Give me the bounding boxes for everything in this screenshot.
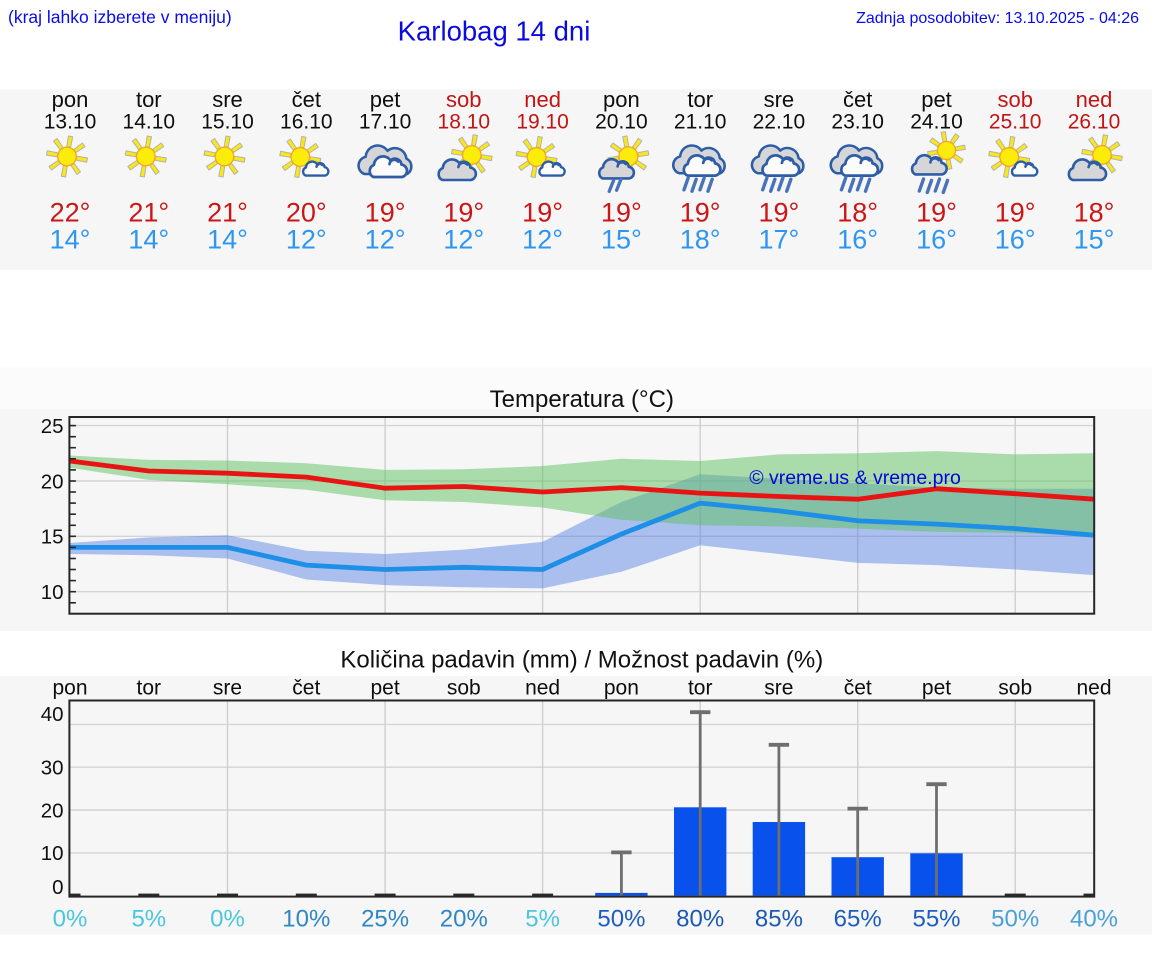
svg-text:10: 10 xyxy=(41,581,64,604)
svg-text:0%: 0% xyxy=(210,906,245,933)
svg-text:15°: 15° xyxy=(601,224,642,254)
svg-text:pon: pon xyxy=(52,677,87,700)
svg-text:16°: 16° xyxy=(837,224,878,254)
svg-text:13.10: 13.10 xyxy=(44,110,97,133)
svg-text:Zadnja posodobitev: 13.10.2025: Zadnja posodobitev: 13.10.2025 - 04:26 xyxy=(856,10,1139,27)
svg-text:sre: sre xyxy=(764,87,795,112)
svg-text:17.10: 17.10 xyxy=(359,110,412,133)
svg-text:tor: tor xyxy=(687,87,713,112)
svg-text:19°: 19° xyxy=(522,197,563,227)
svg-text:40: 40 xyxy=(41,703,64,726)
svg-text:pet: pet xyxy=(921,87,952,112)
svg-text:19°: 19° xyxy=(995,197,1036,227)
svg-text:25.10: 25.10 xyxy=(989,110,1042,133)
svg-text:20: 20 xyxy=(41,470,64,493)
svg-text:ned: ned xyxy=(525,677,560,700)
svg-text:19.10: 19.10 xyxy=(516,110,569,133)
svg-text:Karlobag 14 dni: Karlobag 14 dni xyxy=(398,16,591,47)
svg-text:sob: sob xyxy=(446,87,481,112)
svg-text:0%: 0% xyxy=(53,906,88,933)
svg-text:18°: 18° xyxy=(1074,197,1115,227)
svg-text:20%: 20% xyxy=(440,906,488,933)
svg-text:tor: tor xyxy=(688,677,713,700)
svg-text:19°: 19° xyxy=(758,197,799,227)
svg-text:čet: čet xyxy=(844,677,872,700)
svg-text:12°: 12° xyxy=(522,224,563,254)
svg-text:21°: 21° xyxy=(207,197,248,227)
svg-text:19°: 19° xyxy=(601,197,642,227)
svg-text:65%: 65% xyxy=(834,906,882,933)
svg-text:20°: 20° xyxy=(286,197,327,227)
svg-text:5%: 5% xyxy=(525,906,560,933)
svg-text:15.10: 15.10 xyxy=(201,110,254,133)
svg-text:18°: 18° xyxy=(680,224,721,254)
svg-text:sob: sob xyxy=(447,677,481,700)
svg-text:ned: ned xyxy=(1076,677,1111,700)
svg-text:sre: sre xyxy=(212,87,243,112)
svg-text:sre: sre xyxy=(213,677,242,700)
svg-text:tor: tor xyxy=(137,677,162,700)
svg-text:Količina padavin (mm) / Možnos: Količina padavin (mm) / Možnost padavin … xyxy=(340,647,823,674)
svg-text:10: 10 xyxy=(41,842,64,865)
svg-text:18.10: 18.10 xyxy=(438,110,491,133)
svg-text:14°: 14° xyxy=(50,224,91,254)
svg-text:14°: 14° xyxy=(128,224,169,254)
svg-text:16°: 16° xyxy=(916,224,957,254)
svg-text:19°: 19° xyxy=(365,197,406,227)
svg-text:19°: 19° xyxy=(443,197,484,227)
svg-text:25: 25 xyxy=(41,415,64,438)
svg-text:22°: 22° xyxy=(50,197,91,227)
svg-text:(kraj lahko izberete v meniju): (kraj lahko izberete v meniju) xyxy=(8,7,232,27)
svg-text:čet: čet xyxy=(843,87,872,112)
svg-text:Temperatura (°C): Temperatura (°C) xyxy=(490,386,674,413)
svg-text:26.10: 26.10 xyxy=(1068,110,1121,133)
svg-text:50%: 50% xyxy=(597,906,645,933)
svg-text:10%: 10% xyxy=(282,906,330,933)
svg-text:22.10: 22.10 xyxy=(753,110,806,133)
svg-text:sre: sre xyxy=(764,677,793,700)
svg-text:sob: sob xyxy=(997,87,1032,112)
svg-text:80%: 80% xyxy=(676,906,724,933)
svg-text:tor: tor xyxy=(136,87,162,112)
svg-text:55%: 55% xyxy=(912,906,960,933)
svg-text:12°: 12° xyxy=(365,224,406,254)
svg-text:© vreme.us & vreme.pro: © vreme.us & vreme.pro xyxy=(749,467,961,489)
svg-text:12°: 12° xyxy=(443,224,484,254)
svg-text:19°: 19° xyxy=(916,197,957,227)
svg-text:sob: sob xyxy=(998,677,1032,700)
svg-text:ned: ned xyxy=(1076,87,1113,112)
svg-text:50%: 50% xyxy=(991,906,1039,933)
svg-text:pon: pon xyxy=(603,87,640,112)
svg-text:20.10: 20.10 xyxy=(595,110,648,133)
svg-text:24.10: 24.10 xyxy=(910,110,963,133)
svg-text:ned: ned xyxy=(524,87,561,112)
svg-text:pon: pon xyxy=(604,677,639,700)
svg-text:pet: pet xyxy=(370,677,399,700)
svg-text:25%: 25% xyxy=(361,906,409,933)
svg-text:5%: 5% xyxy=(131,906,166,933)
svg-text:21.10: 21.10 xyxy=(674,110,727,133)
svg-text:15°: 15° xyxy=(1074,224,1115,254)
svg-text:12°: 12° xyxy=(286,224,327,254)
svg-text:16°: 16° xyxy=(995,224,1036,254)
svg-text:pet: pet xyxy=(922,677,951,700)
svg-text:18°: 18° xyxy=(837,197,878,227)
svg-text:21°: 21° xyxy=(128,197,169,227)
svg-text:16.10: 16.10 xyxy=(280,110,333,133)
svg-text:30: 30 xyxy=(41,757,64,780)
svg-text:0: 0 xyxy=(52,876,63,899)
svg-text:14.10: 14.10 xyxy=(123,110,176,133)
svg-text:19°: 19° xyxy=(680,197,721,227)
svg-text:20: 20 xyxy=(41,799,64,822)
svg-text:40%: 40% xyxy=(1070,906,1118,933)
svg-text:čet: čet xyxy=(292,87,321,112)
svg-text:15: 15 xyxy=(41,526,64,549)
svg-text:čet: čet xyxy=(292,677,320,700)
svg-text:pet: pet xyxy=(370,87,401,112)
svg-text:85%: 85% xyxy=(755,906,803,933)
svg-text:14°: 14° xyxy=(207,224,248,254)
svg-text:17°: 17° xyxy=(758,224,799,254)
svg-text:pon: pon xyxy=(52,87,89,112)
svg-text:23.10: 23.10 xyxy=(831,110,884,133)
